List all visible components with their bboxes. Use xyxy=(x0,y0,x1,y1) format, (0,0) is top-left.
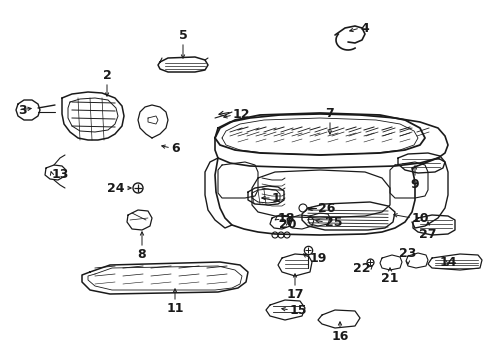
Text: 10: 10 xyxy=(411,211,428,225)
Text: 17: 17 xyxy=(285,288,303,301)
Text: 23: 23 xyxy=(399,247,416,260)
Text: 5: 5 xyxy=(178,29,187,42)
Text: 19: 19 xyxy=(309,252,326,265)
Text: 22: 22 xyxy=(352,261,369,274)
Text: 14: 14 xyxy=(438,256,456,269)
Text: 9: 9 xyxy=(410,178,418,191)
Text: 7: 7 xyxy=(325,107,334,120)
Text: 12: 12 xyxy=(232,108,250,122)
Text: 1: 1 xyxy=(271,192,280,204)
Text: 8: 8 xyxy=(138,248,146,261)
Text: 16: 16 xyxy=(331,330,348,343)
Text: 11: 11 xyxy=(166,302,183,315)
Text: 24: 24 xyxy=(107,181,125,194)
Text: 13: 13 xyxy=(52,168,69,181)
Text: 26: 26 xyxy=(317,202,335,215)
Text: 18: 18 xyxy=(278,211,295,225)
Text: 27: 27 xyxy=(418,228,436,241)
Text: 20: 20 xyxy=(279,219,296,231)
Text: 2: 2 xyxy=(102,69,111,82)
Text: 3: 3 xyxy=(18,104,26,117)
Text: 15: 15 xyxy=(289,303,307,316)
Text: 6: 6 xyxy=(171,141,179,154)
Text: 25: 25 xyxy=(325,216,342,229)
Text: 21: 21 xyxy=(381,272,398,285)
Text: 4: 4 xyxy=(359,22,368,35)
